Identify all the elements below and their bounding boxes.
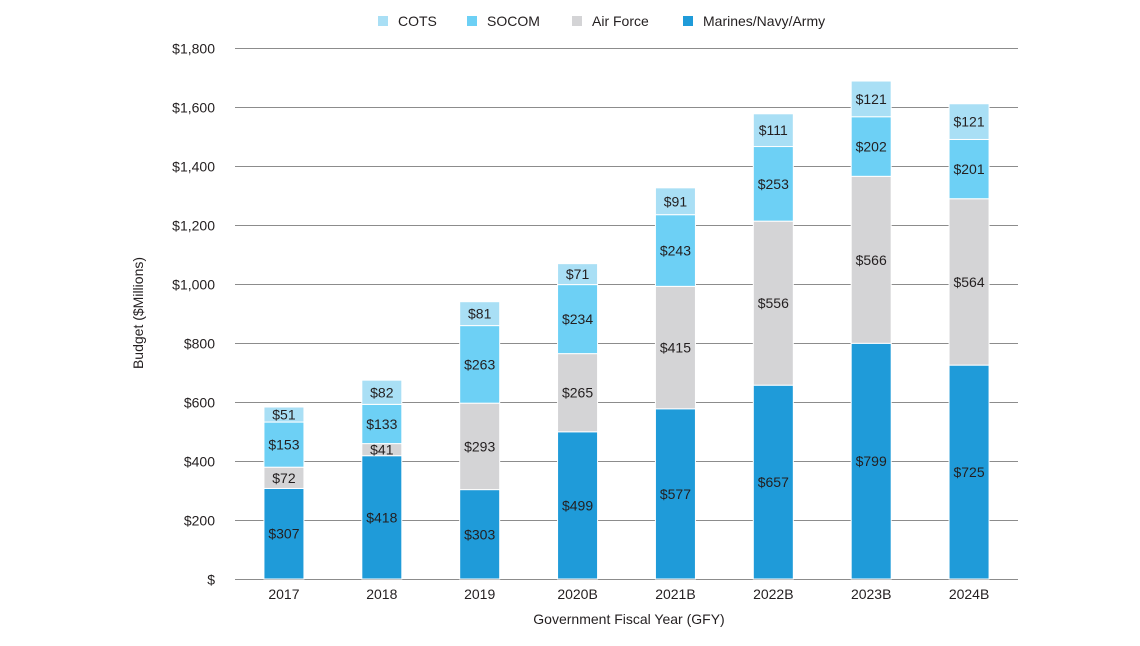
- bar-segment: [557, 431, 599, 580]
- legend-swatch: [467, 16, 477, 26]
- y-axis-title: Budget ($Millions): [130, 257, 146, 369]
- bar-segment: [850, 116, 892, 177]
- bar-segment: [948, 138, 990, 200]
- data-label: $293: [464, 438, 495, 454]
- bar-segment: [654, 285, 696, 410]
- data-label: $566: [856, 252, 887, 268]
- y-tick-label: $400: [184, 454, 215, 470]
- bar-segment: [263, 406, 305, 423]
- data-label: $153: [268, 437, 299, 453]
- x-tick-label: 2017: [268, 586, 299, 602]
- data-labels: $307 $72 $153 $51 $418 $41 $133 $82 $303 $293 $263…: [268, 91, 984, 542]
- x-tick-label: 2018: [366, 586, 397, 602]
- x-tick-label: 2024B: [949, 586, 989, 602]
- data-label: $202: [856, 139, 887, 155]
- data-label: $418: [366, 509, 397, 525]
- data-label: $303: [464, 526, 495, 542]
- legend: COTS SOCOM Air Force Marines/Navy/Army: [378, 13, 825, 29]
- data-label: $111: [759, 122, 788, 138]
- y-tick-label: $1,600: [172, 100, 215, 116]
- legend-swatch: [572, 16, 582, 26]
- y-tick-label: $600: [184, 395, 215, 411]
- data-label: $499: [562, 497, 593, 513]
- data-label: $564: [953, 274, 984, 290]
- bar-segment: [263, 421, 305, 468]
- data-label: $577: [660, 486, 691, 502]
- legend-label: SOCOM: [487, 13, 540, 29]
- x-tick-label: 2020B: [557, 586, 597, 602]
- bar-segment: [948, 198, 990, 366]
- bar-segment: [752, 146, 794, 222]
- x-tick-label: 2022B: [753, 586, 793, 602]
- data-label: $51: [272, 407, 296, 423]
- data-label: $263: [464, 356, 495, 372]
- y-tick-label: $1,200: [172, 218, 215, 234]
- legend-label: COTS: [398, 13, 437, 29]
- y-tick-label: $200: [184, 513, 215, 529]
- bar-segment: [752, 113, 794, 148]
- bar-segment: [850, 80, 892, 118]
- bar-segment: [752, 384, 794, 580]
- legend-swatch: [683, 16, 693, 26]
- data-label: $253: [758, 176, 789, 192]
- y-tick-label: $1,800: [172, 41, 215, 57]
- data-label: $121: [953, 114, 984, 130]
- legend-label: Marines/Navy/Army: [703, 13, 825, 29]
- data-label: $415: [660, 340, 691, 356]
- x-tick-label: 2019: [464, 586, 495, 602]
- axes: $ $200 $400 $600 $800 $1,000 $1,200 $1,400 $1,60…: [172, 41, 989, 603]
- bar-segment: [850, 175, 892, 344]
- bar-segment: [361, 379, 403, 405]
- data-label: $71: [566, 266, 590, 282]
- gridlines: [235, 48, 1018, 580]
- bar-segment: [459, 489, 501, 580]
- bar-segment: [361, 455, 403, 580]
- y-tick-label: $800: [184, 336, 215, 352]
- data-label: $82: [370, 384, 394, 400]
- bar-segment: [654, 187, 696, 216]
- y-tick-label: $: [207, 572, 215, 588]
- legend-swatch: [378, 16, 388, 26]
- legend-label: Air Force: [592, 13, 649, 29]
- data-label: $133: [366, 416, 397, 432]
- data-label: $307: [268, 526, 299, 542]
- x-axis-title: Government Fiscal Year (GFY): [533, 611, 724, 627]
- bar-segment: [459, 402, 501, 491]
- bar-segment: [850, 342, 892, 580]
- data-label: $725: [953, 464, 984, 480]
- bar-segment: [654, 214, 696, 287]
- data-label: $799: [856, 453, 887, 469]
- bar-segment: [361, 403, 403, 445]
- bar-segment: [752, 220, 794, 386]
- bar-segment: [459, 301, 501, 327]
- x-tick-label: 2021B: [655, 586, 695, 602]
- y-tick-label: $1,400: [172, 159, 215, 175]
- data-label: $265: [562, 385, 593, 401]
- data-label: $121: [856, 91, 887, 107]
- data-label: $201: [953, 161, 984, 177]
- bar-segment: [557, 284, 599, 355]
- bar-segment: [948, 103, 990, 140]
- data-label: $81: [468, 306, 492, 322]
- data-label: $41: [370, 442, 394, 458]
- bar-segment: [459, 325, 501, 404]
- data-label: $234: [562, 311, 593, 327]
- data-label: $72: [272, 470, 296, 486]
- bar-segment: [557, 263, 599, 286]
- x-tick-label: 2023B: [851, 586, 891, 602]
- bars: [263, 80, 990, 580]
- data-label: $91: [664, 193, 688, 209]
- bar-segment: [654, 408, 696, 580]
- y-tick-label: $1,000: [172, 277, 215, 293]
- data-label: $556: [758, 295, 789, 311]
- data-label: $657: [758, 474, 789, 490]
- bar-segment: [948, 364, 990, 580]
- data-label: $243: [660, 243, 691, 259]
